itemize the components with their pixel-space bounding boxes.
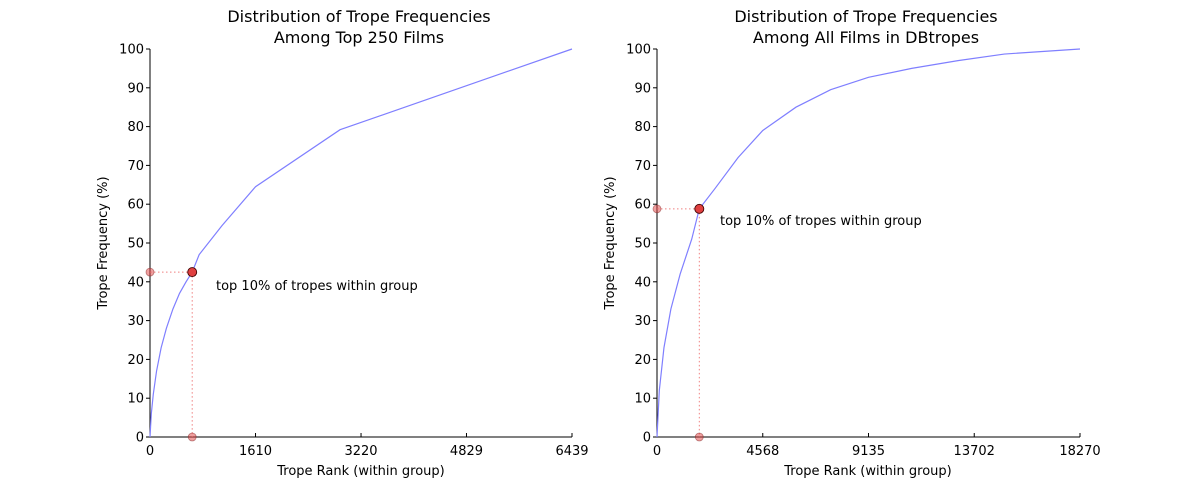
x-tick-label: 13702 xyxy=(954,444,995,459)
y-tick-label: 40 xyxy=(634,275,651,290)
y-tick-label: 0 xyxy=(136,431,144,446)
marker-x-projection xyxy=(694,432,704,442)
marker-point xyxy=(694,203,705,214)
y-tick-label: 90 xyxy=(127,81,144,96)
marker-y-projection xyxy=(652,204,662,214)
marker-point xyxy=(187,267,198,278)
chart-panel-all-films: Distribution of Trope Frequencies Among … xyxy=(603,7,1101,479)
chart-title-line-1: Distribution of Trope Frequencies xyxy=(734,7,997,26)
y-tick-label: 70 xyxy=(634,159,651,174)
chart-panel-top-250: Distribution of Trope Frequencies Among … xyxy=(96,7,589,479)
x-axis-label: Trope Rank (within group) xyxy=(276,464,445,479)
x-tick-label: 4568 xyxy=(746,444,779,459)
y-tick-label: 80 xyxy=(127,120,144,135)
y-tick-label: 10 xyxy=(127,392,144,407)
y-tick-label: 0 xyxy=(643,431,651,446)
y-axis-label: Trope Frequency (%) xyxy=(603,176,618,310)
x-tick-label: 9135 xyxy=(852,444,885,459)
x-tick-label: 6439 xyxy=(555,444,588,459)
y-tick-label: 10 xyxy=(634,392,651,407)
y-tick-label: 50 xyxy=(127,237,144,252)
y-tick-label: 100 xyxy=(119,43,144,58)
annotation-text: top 10% of tropes within group xyxy=(720,214,922,229)
y-tick-label: 30 xyxy=(127,314,144,329)
y-tick-label: 50 xyxy=(634,237,651,252)
y-axis-label: Trope Frequency (%) xyxy=(96,176,111,310)
y-tick-label: 60 xyxy=(127,198,144,213)
y-tick-label: 90 xyxy=(634,81,651,96)
y-tick-label: 60 xyxy=(634,198,651,213)
x-tick-label: 1610 xyxy=(239,444,272,459)
x-tick-label: 0 xyxy=(653,444,661,459)
x-tick-label: 18270 xyxy=(1059,444,1100,459)
marker-x-projection xyxy=(187,432,197,442)
chart-title-line-2: Among All Films in DBtropes xyxy=(753,28,979,47)
y-tick-label: 20 xyxy=(634,353,651,368)
y-tick-label: 30 xyxy=(634,314,651,329)
x-tick-label: 0 xyxy=(146,444,154,459)
chart-title-line-2: Among Top 250 Films xyxy=(274,28,444,47)
annotation-text: top 10% of tropes within group xyxy=(216,279,418,294)
y-tick-label: 40 xyxy=(127,275,144,290)
chart-title-line-1: Distribution of Trope Frequencies xyxy=(227,7,490,26)
y-tick-label: 20 xyxy=(127,353,144,368)
marker-y-projection xyxy=(145,267,155,277)
y-tick-label: 70 xyxy=(127,159,144,174)
y-tick-label: 100 xyxy=(626,43,651,58)
series-line xyxy=(656,48,1081,438)
series-line xyxy=(149,48,573,438)
x-tick-label: 3220 xyxy=(344,444,377,459)
x-tick-label: 4829 xyxy=(450,444,483,459)
x-axis-label: Trope Rank (within group) xyxy=(783,464,952,479)
y-tick-label: 80 xyxy=(634,120,651,135)
